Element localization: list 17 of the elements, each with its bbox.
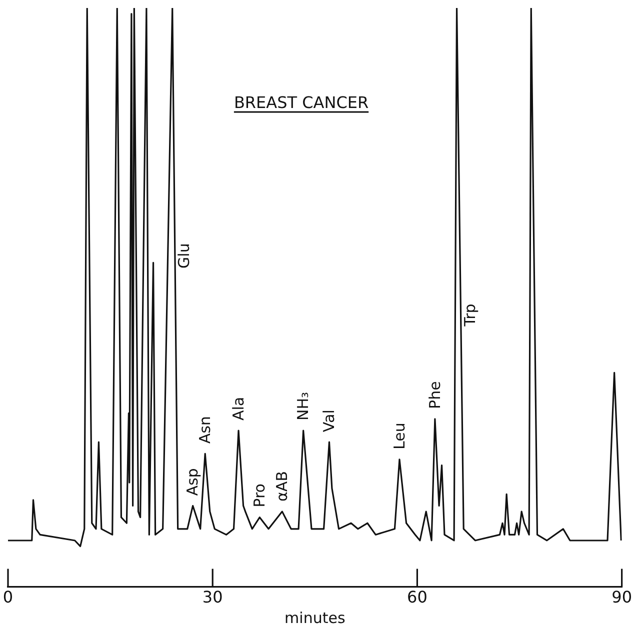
- x-tick-label: 30: [202, 588, 223, 607]
- annotation: Asn: [196, 416, 214, 444]
- x-axis-title: minutes: [284, 608, 346, 627]
- text: BREAST CANCER: [234, 93, 369, 112]
- x-tick-label: 60: [407, 588, 428, 607]
- x-tick-label: 90: [612, 588, 632, 607]
- annotation: Val: [320, 410, 338, 432]
- annotation: Leu: [390, 422, 408, 450]
- annotation: Pro: [250, 484, 269, 508]
- annotation: Phe: [426, 381, 444, 409]
- annotation: Asp: [184, 468, 202, 496]
- annotation: Glu: [174, 243, 193, 268]
- annotation: αAB: [273, 471, 292, 502]
- annotation: Ala: [229, 396, 248, 421]
- x-tick-label: 0: [2, 588, 14, 607]
- annotation: Trp: [460, 304, 479, 328]
- annotation: NH₃: [294, 392, 312, 421]
